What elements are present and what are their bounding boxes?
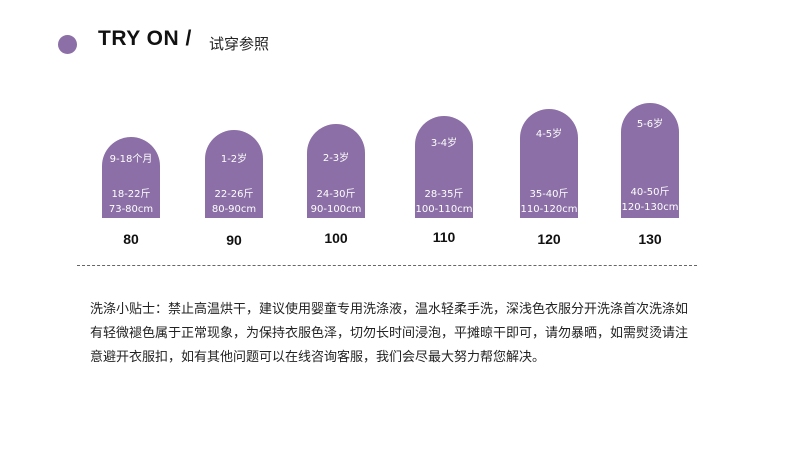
header-dot xyxy=(58,35,77,54)
size-weight: 28-35斤 xyxy=(424,189,464,200)
size-age: 3-4岁 xyxy=(430,138,458,149)
size-age: 4-5岁 xyxy=(535,129,563,140)
size-height: 120-130cm xyxy=(621,202,679,213)
size-height: 80-90cm xyxy=(211,204,257,215)
size-card-80: 9-18个月 18-22斤 73-80cm xyxy=(102,137,160,218)
size-card-110: 3-4岁 28-35斤 100-110cm xyxy=(415,116,473,218)
size-label-90: 90 xyxy=(226,232,242,248)
size-card-100: 2-3岁 24-30斤 90-100cm xyxy=(307,124,365,218)
size-label-120: 120 xyxy=(537,231,561,247)
size-age: 2-3岁 xyxy=(322,153,350,164)
size-height: 100-110cm xyxy=(415,204,473,215)
size-height: 90-100cm xyxy=(310,204,362,215)
size-weight: 35-40斤 xyxy=(529,189,569,200)
size-weight: 40-50斤 xyxy=(630,187,670,198)
size-weight: 18-22斤 xyxy=(111,189,151,200)
size-card-90: 1-2岁 22-26斤 80-90cm xyxy=(205,130,263,218)
size-card-130: 5-6岁 40-50斤 120-130cm xyxy=(621,103,679,218)
size-label-80: 80 xyxy=(123,231,139,247)
size-weight: 22-26斤 xyxy=(214,189,254,200)
size-height: 110-120cm xyxy=(520,204,578,215)
size-age: 1-2岁 xyxy=(220,154,248,165)
header-title: TRY ON / xyxy=(98,27,192,50)
size-height: 73-80cm xyxy=(108,204,154,215)
size-card-120: 4-5岁 35-40斤 110-120cm xyxy=(520,109,578,218)
size-age: 9-18个月 xyxy=(109,154,153,165)
washing-tips: 洗涤小贴士：禁止高温烘干，建议使用婴童专用洗涤液，温水轻柔手洗，深浅色衣服分开洗… xyxy=(90,302,689,365)
size-label-130: 130 xyxy=(638,231,662,247)
size-weight: 24-30斤 xyxy=(316,189,356,200)
size-label-110: 110 xyxy=(432,229,456,245)
dashed-divider xyxy=(77,265,697,266)
size-age: 5-6岁 xyxy=(636,119,664,130)
header-subtitle: 试穿参照 xyxy=(209,35,270,53)
size-label-100: 100 xyxy=(324,230,348,246)
